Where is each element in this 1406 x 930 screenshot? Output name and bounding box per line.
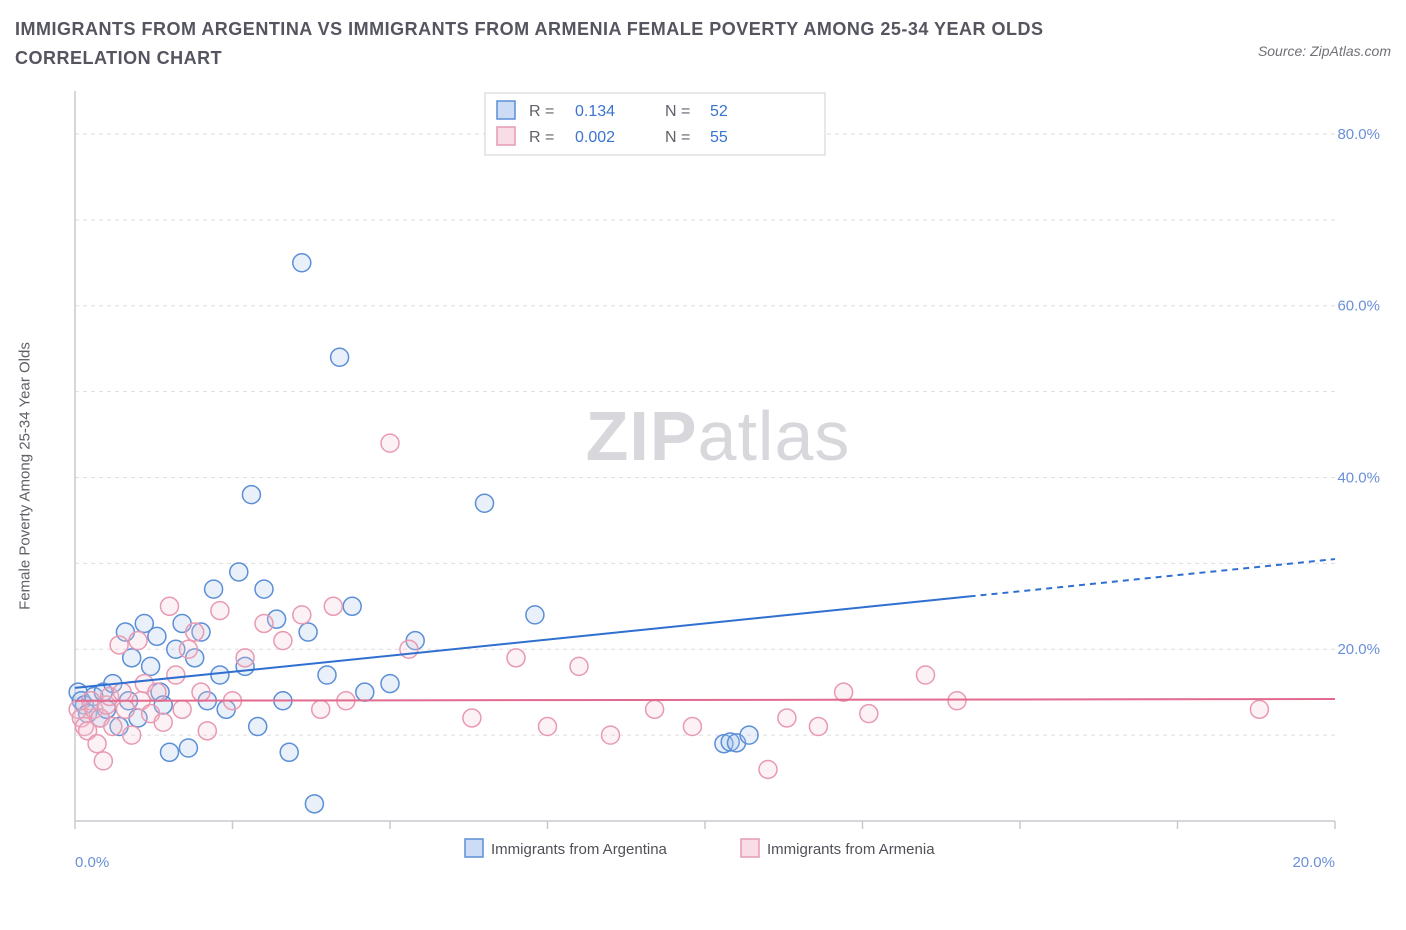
trend-line <box>75 596 970 687</box>
data-point <box>526 605 544 623</box>
data-point <box>356 683 374 701</box>
data-point <box>123 726 141 744</box>
svg-text:80.0%: 80.0% <box>1337 126 1380 143</box>
svg-text:55: 55 <box>710 129 728 146</box>
svg-text:N =: N = <box>665 103 690 120</box>
data-point <box>683 717 701 735</box>
data-point <box>142 657 160 675</box>
data-point <box>249 717 267 735</box>
svg-text:40.0%: 40.0% <box>1337 469 1380 486</box>
data-point <box>835 683 853 701</box>
data-point <box>104 717 122 735</box>
data-point <box>860 704 878 722</box>
data-point <box>198 721 216 739</box>
data-point <box>463 709 481 727</box>
svg-text:0.0%: 0.0% <box>75 854 109 871</box>
data-point <box>343 597 361 615</box>
scatter-chart: 20.0% 40.0% 60.0% 80.0% 0.0% 20.0% R = 0.134 N =… <box>45 81 1385 871</box>
data-point <box>167 666 185 684</box>
data-point <box>280 743 298 761</box>
data-point <box>161 597 179 615</box>
data-point <box>293 253 311 271</box>
data-point <box>179 739 197 757</box>
legend-swatch <box>741 839 759 857</box>
data-point <box>759 760 777 778</box>
data-point <box>1250 700 1268 718</box>
data-point <box>154 713 172 731</box>
data-point <box>299 623 317 641</box>
data-point <box>381 674 399 692</box>
data-point <box>236 648 254 666</box>
data-point <box>312 700 330 718</box>
data-point <box>948 691 966 709</box>
data-point <box>274 631 292 649</box>
data-point <box>88 734 106 752</box>
data-point <box>318 666 336 684</box>
data-point <box>211 666 229 684</box>
data-point <box>179 640 197 658</box>
data-point <box>148 627 166 645</box>
data-point <box>242 485 260 503</box>
svg-text:0.134: 0.134 <box>575 103 615 120</box>
data-point <box>570 657 588 675</box>
trend-line-extrapolated <box>970 559 1335 596</box>
data-point <box>205 580 223 598</box>
legend-label: Immigrants from Argentina <box>491 841 668 858</box>
svg-text:R =: R = <box>529 103 554 120</box>
data-point <box>381 434 399 452</box>
data-point <box>230 563 248 581</box>
data-point <box>809 717 827 735</box>
svg-text:20.0%: 20.0% <box>1337 641 1380 658</box>
data-point <box>255 580 273 598</box>
data-point <box>94 751 112 769</box>
data-point <box>173 700 191 718</box>
legend-swatch <box>497 101 515 119</box>
data-point <box>129 631 147 649</box>
legend-swatch <box>465 839 483 857</box>
legend-label: Immigrants from Armenia <box>767 841 935 858</box>
data-point <box>646 700 664 718</box>
data-point <box>293 605 311 623</box>
data-point <box>778 709 796 727</box>
trend-line <box>75 699 1335 701</box>
y-axis-label: Female Poverty Among 25-34 Year Olds <box>17 342 34 610</box>
chart-title: IMMIGRANTS FROM ARGENTINA VS IMMIGRANTS … <box>15 15 1115 73</box>
data-point <box>602 726 620 744</box>
data-point <box>539 717 557 735</box>
data-point <box>324 597 342 615</box>
data-point <box>110 636 128 654</box>
data-point <box>331 348 349 366</box>
svg-text:60.0%: 60.0% <box>1337 297 1380 314</box>
svg-text:N =: N = <box>665 129 690 146</box>
data-point <box>740 726 758 744</box>
data-point <box>211 601 229 619</box>
data-point <box>255 614 273 632</box>
legend-swatch <box>497 127 515 145</box>
data-point <box>400 640 418 658</box>
svg-text:20.0%: 20.0% <box>1292 854 1335 871</box>
source-label: Source: ZipAtlas.com <box>1258 43 1391 59</box>
data-point <box>507 648 525 666</box>
data-point <box>917 666 935 684</box>
data-point <box>305 794 323 812</box>
data-point <box>148 683 166 701</box>
svg-text:R =: R = <box>529 129 554 146</box>
data-point <box>161 743 179 761</box>
data-point <box>192 683 210 701</box>
svg-text:52: 52 <box>710 103 728 120</box>
data-point <box>476 494 494 512</box>
data-point <box>186 623 204 641</box>
svg-text:0.002: 0.002 <box>575 129 615 146</box>
data-point <box>113 683 131 701</box>
